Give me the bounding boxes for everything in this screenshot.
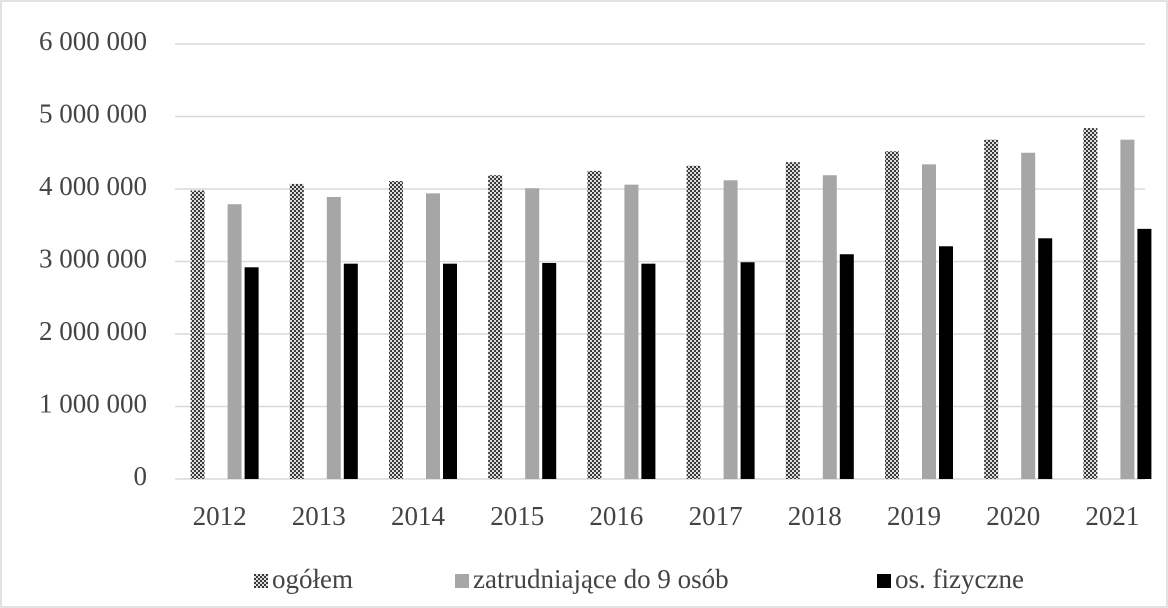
bar <box>525 188 540 479</box>
bar <box>885 151 899 480</box>
legend-label: os. fizyczne <box>895 564 1024 594</box>
bar <box>443 263 457 479</box>
legend-swatch <box>877 574 891 588</box>
x-tick-label: 2020 <box>986 501 1040 531</box>
y-tick-label: 3 000 000 <box>39 244 147 274</box>
bar <box>488 175 503 479</box>
bar <box>389 181 403 479</box>
bar <box>1021 152 1036 479</box>
x-tick-label: 2013 <box>292 501 346 531</box>
y-tick-label: 4 000 000 <box>39 171 147 201</box>
x-tick-label: 2018 <box>788 501 842 531</box>
bar <box>244 267 259 479</box>
x-tick-label: 2015 <box>490 501 544 531</box>
bar <box>326 196 341 479</box>
bar <box>723 180 738 480</box>
bar <box>587 170 602 479</box>
bar <box>542 262 557 479</box>
bar <box>984 139 999 479</box>
bar <box>1038 238 1053 479</box>
bar <box>426 193 440 479</box>
bar <box>922 164 936 479</box>
y-tick-label: 6 000 000 <box>39 26 147 56</box>
bar <box>785 162 800 480</box>
bar <box>1120 139 1135 479</box>
bar <box>839 254 854 479</box>
bar <box>822 175 837 479</box>
legend-label: zatrudniające do 9 osób <box>473 564 729 594</box>
bar <box>227 204 242 479</box>
x-tick-label: 2017 <box>689 501 743 531</box>
bar <box>1137 228 1152 479</box>
bar <box>289 183 304 480</box>
bar <box>1083 128 1098 479</box>
y-tick-label: 0 <box>134 461 148 491</box>
legend-swatch <box>455 574 469 588</box>
bar <box>343 263 358 479</box>
bar <box>641 263 656 479</box>
bar <box>939 246 953 479</box>
bar <box>740 262 755 479</box>
y-tick-label: 5 000 000 <box>39 99 147 129</box>
x-tick-label: 2012 <box>193 501 247 531</box>
x-tick-label: 2021 <box>1085 501 1139 531</box>
y-tick-label: 2 000 000 <box>39 316 147 346</box>
legend-label: ogółem <box>272 564 353 594</box>
bar <box>624 184 639 479</box>
bar <box>190 190 205 479</box>
bar <box>686 165 701 480</box>
x-tick-label: 2016 <box>589 501 643 531</box>
x-tick-label: 2014 <box>391 501 446 531</box>
legend-swatch <box>254 574 268 588</box>
y-tick-label: 1 000 000 <box>39 389 147 419</box>
x-tick-label: 2019 <box>887 501 941 531</box>
